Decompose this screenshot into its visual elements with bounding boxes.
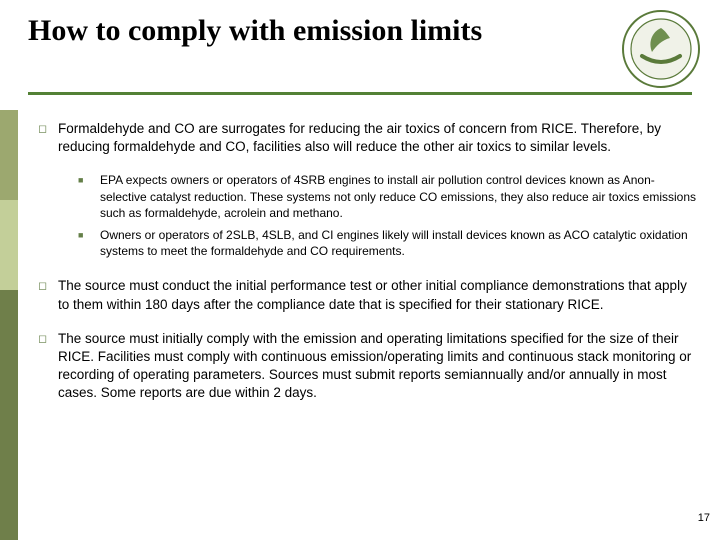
bullet-item: ◻ The source must conduct the initial pe… [38,277,700,313]
sub-list: ■ EPA expects owners or operators of 4SR… [78,172,700,259]
bullet-text: Formaldehyde and CO are surrogates for r… [58,120,700,156]
bullet-marker-icon: ◻ [38,330,58,403]
bullet-text: The source must initially comply with th… [58,330,700,403]
sidebar-accent [0,110,18,540]
sub-text: Owners or operators of 2SLB, 4SLB, and C… [100,227,700,259]
eco-logo [622,10,700,88]
sub-marker-icon: ■ [78,227,100,259]
sidebar-block-2 [0,200,18,290]
page-number: 17 [698,512,710,524]
sub-marker-icon: ■ [78,172,100,221]
sidebar-block-1 [0,110,18,200]
sub-item: ■ EPA expects owners or operators of 4SR… [78,172,700,221]
sidebar-block-3 [0,290,18,540]
sub-item: ■ Owners or operators of 2SLB, 4SLB, and… [78,227,700,259]
bullet-item: ◻ The source must initially comply with … [38,330,700,403]
bullet-marker-icon: ◻ [38,120,58,156]
bullet-text: The source must conduct the initial perf… [58,277,700,313]
content-area: ◻ Formaldehyde and CO are surrogates for… [38,120,700,419]
sub-text: EPA expects owners or operators of 4SRB … [100,172,700,221]
title-underline [28,92,692,95]
bullet-marker-icon: ◻ [38,277,58,313]
bullet-item: ◻ Formaldehyde and CO are surrogates for… [38,120,700,156]
page-title: How to comply with emission limits [28,14,588,49]
title-area: How to comply with emission limits [28,14,588,49]
